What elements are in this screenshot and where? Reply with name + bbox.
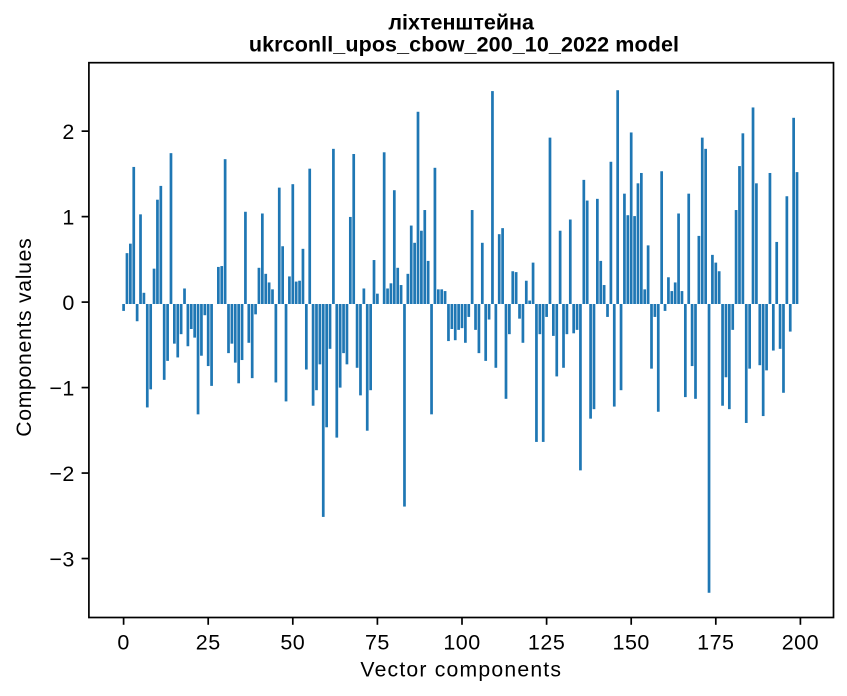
svg-text:Vector components: Vector components bbox=[360, 659, 562, 682]
svg-text:2: 2 bbox=[62, 120, 74, 144]
svg-text:−1: −1 bbox=[49, 376, 75, 400]
svg-text:ліхтенштейна: ліхтенштейна bbox=[388, 11, 535, 35]
svg-text:100: 100 bbox=[443, 630, 480, 654]
svg-text:0: 0 bbox=[62, 291, 74, 315]
svg-text:200: 200 bbox=[782, 630, 819, 654]
svg-text:25: 25 bbox=[196, 630, 221, 654]
svg-text:Components values: Components values bbox=[13, 238, 36, 437]
svg-text:125: 125 bbox=[528, 630, 565, 654]
svg-text:50: 50 bbox=[280, 630, 305, 654]
svg-text:0: 0 bbox=[117, 630, 129, 654]
svg-text:150: 150 bbox=[613, 630, 650, 654]
svg-text:−3: −3 bbox=[49, 547, 75, 571]
svg-text:75: 75 bbox=[365, 630, 390, 654]
svg-text:−2: −2 bbox=[49, 462, 75, 486]
svg-text:ukrconll_upos_cbow_200_10_2022: ukrconll_upos_cbow_200_10_2022 model bbox=[249, 33, 679, 57]
svg-text:1: 1 bbox=[62, 205, 74, 229]
svg-text:175: 175 bbox=[697, 630, 734, 654]
